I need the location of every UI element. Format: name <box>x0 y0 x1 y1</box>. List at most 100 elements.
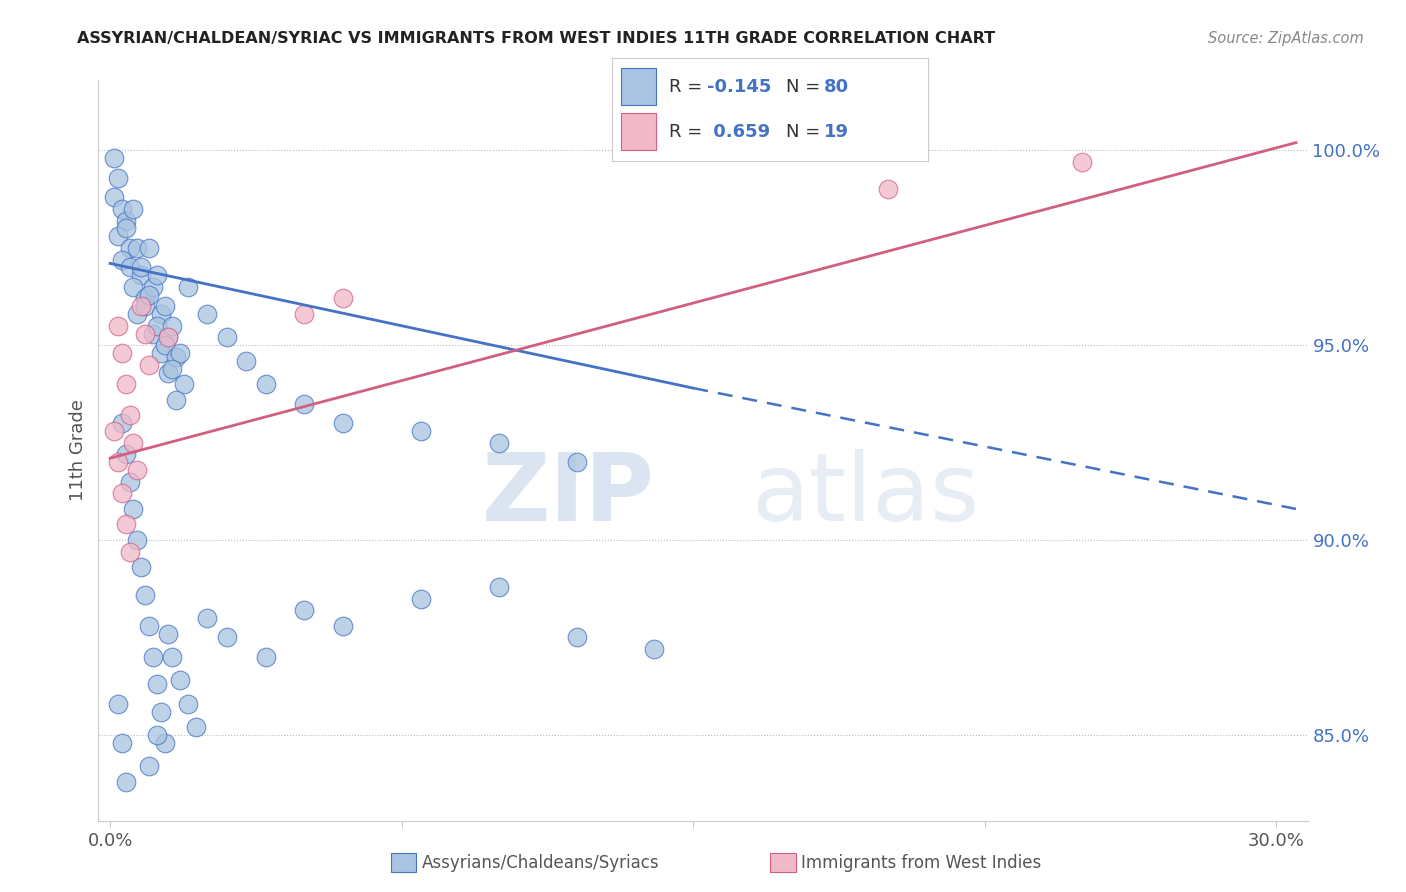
Text: Source: ZipAtlas.com: Source: ZipAtlas.com <box>1208 31 1364 46</box>
Point <box>114 221 136 235</box>
Point <box>127 241 149 255</box>
Text: atlas: atlas <box>751 449 980 541</box>
Point <box>111 736 134 750</box>
Point <box>107 318 129 333</box>
Point <box>149 307 172 321</box>
Text: ZIP: ZIP <box>482 449 655 541</box>
Point <box>111 252 134 267</box>
Point <box>488 435 510 450</box>
Point <box>138 358 160 372</box>
Point <box>153 338 176 352</box>
Point <box>169 346 191 360</box>
Point <box>107 697 129 711</box>
Point <box>111 416 134 430</box>
Point <box>138 759 160 773</box>
Bar <box>621 113 655 150</box>
Point <box>142 280 165 294</box>
Point <box>138 619 160 633</box>
Point <box>565 631 588 645</box>
Point <box>122 280 145 294</box>
Point <box>157 330 180 344</box>
Point <box>118 545 141 559</box>
Point <box>111 486 134 500</box>
Point <box>129 299 152 313</box>
Point <box>142 650 165 665</box>
Point <box>114 377 136 392</box>
Point <box>107 229 129 244</box>
Point <box>127 533 149 547</box>
Text: ASSYRIAN/CHALDEAN/SYRIAC VS IMMIGRANTS FROM WEST INDIES 11TH GRADE CORRELATION C: ASSYRIAN/CHALDEAN/SYRIAC VS IMMIGRANTS F… <box>77 31 995 46</box>
Point <box>565 455 588 469</box>
Text: R =: R = <box>669 78 707 95</box>
Point <box>177 280 200 294</box>
Bar <box>621 69 655 105</box>
Point <box>114 213 136 227</box>
Point <box>103 424 125 438</box>
Point <box>162 318 184 333</box>
Point <box>107 170 129 185</box>
Point <box>254 377 277 392</box>
Point <box>122 502 145 516</box>
Point <box>411 591 433 606</box>
Point <box>134 326 156 341</box>
Point <box>254 650 277 665</box>
Point <box>332 416 354 430</box>
Point <box>294 397 316 411</box>
Point <box>157 626 180 640</box>
Text: 0.659: 0.659 <box>707 123 769 141</box>
Point <box>195 611 218 625</box>
Text: Immigrants from West Indies: Immigrants from West Indies <box>801 854 1042 871</box>
Point <box>1071 155 1094 169</box>
Y-axis label: 11th Grade: 11th Grade <box>69 400 87 501</box>
Point <box>876 182 898 196</box>
Point <box>103 151 125 165</box>
Point <box>332 292 354 306</box>
Point <box>142 326 165 341</box>
Point <box>411 424 433 438</box>
Point <box>149 705 172 719</box>
Text: -0.145: -0.145 <box>707 78 770 95</box>
Point <box>134 292 156 306</box>
Point <box>153 299 176 313</box>
Point <box>294 307 316 321</box>
Text: 19: 19 <box>824 123 849 141</box>
Point <box>118 409 141 423</box>
Point <box>134 588 156 602</box>
Point <box>111 202 134 216</box>
Point <box>118 260 141 275</box>
Point <box>145 677 167 691</box>
Point <box>195 307 218 321</box>
Point <box>103 190 125 204</box>
Point <box>118 241 141 255</box>
Point <box>215 631 238 645</box>
Point <box>169 673 191 688</box>
Point <box>145 318 167 333</box>
Point <box>129 560 152 574</box>
Point <box>127 307 149 321</box>
Text: R =: R = <box>669 123 707 141</box>
Point <box>114 447 136 461</box>
Point <box>153 736 176 750</box>
Text: Assyrians/Chaldeans/Syriacs: Assyrians/Chaldeans/Syriacs <box>422 854 659 871</box>
Point <box>294 603 316 617</box>
Point <box>173 377 195 392</box>
Point <box>127 463 149 477</box>
Point <box>177 697 200 711</box>
Point <box>165 392 187 407</box>
Point <box>122 202 145 216</box>
Point <box>122 435 145 450</box>
Point <box>157 366 180 380</box>
Point <box>184 720 207 734</box>
Point <box>118 475 141 489</box>
Point <box>129 260 152 275</box>
Point <box>134 299 156 313</box>
Point <box>488 580 510 594</box>
Point <box>162 650 184 665</box>
Point <box>114 517 136 532</box>
Point <box>138 241 160 255</box>
Point <box>138 287 160 301</box>
Text: N =: N = <box>786 123 825 141</box>
Point <box>165 350 187 364</box>
Point <box>157 330 180 344</box>
Point <box>145 728 167 742</box>
